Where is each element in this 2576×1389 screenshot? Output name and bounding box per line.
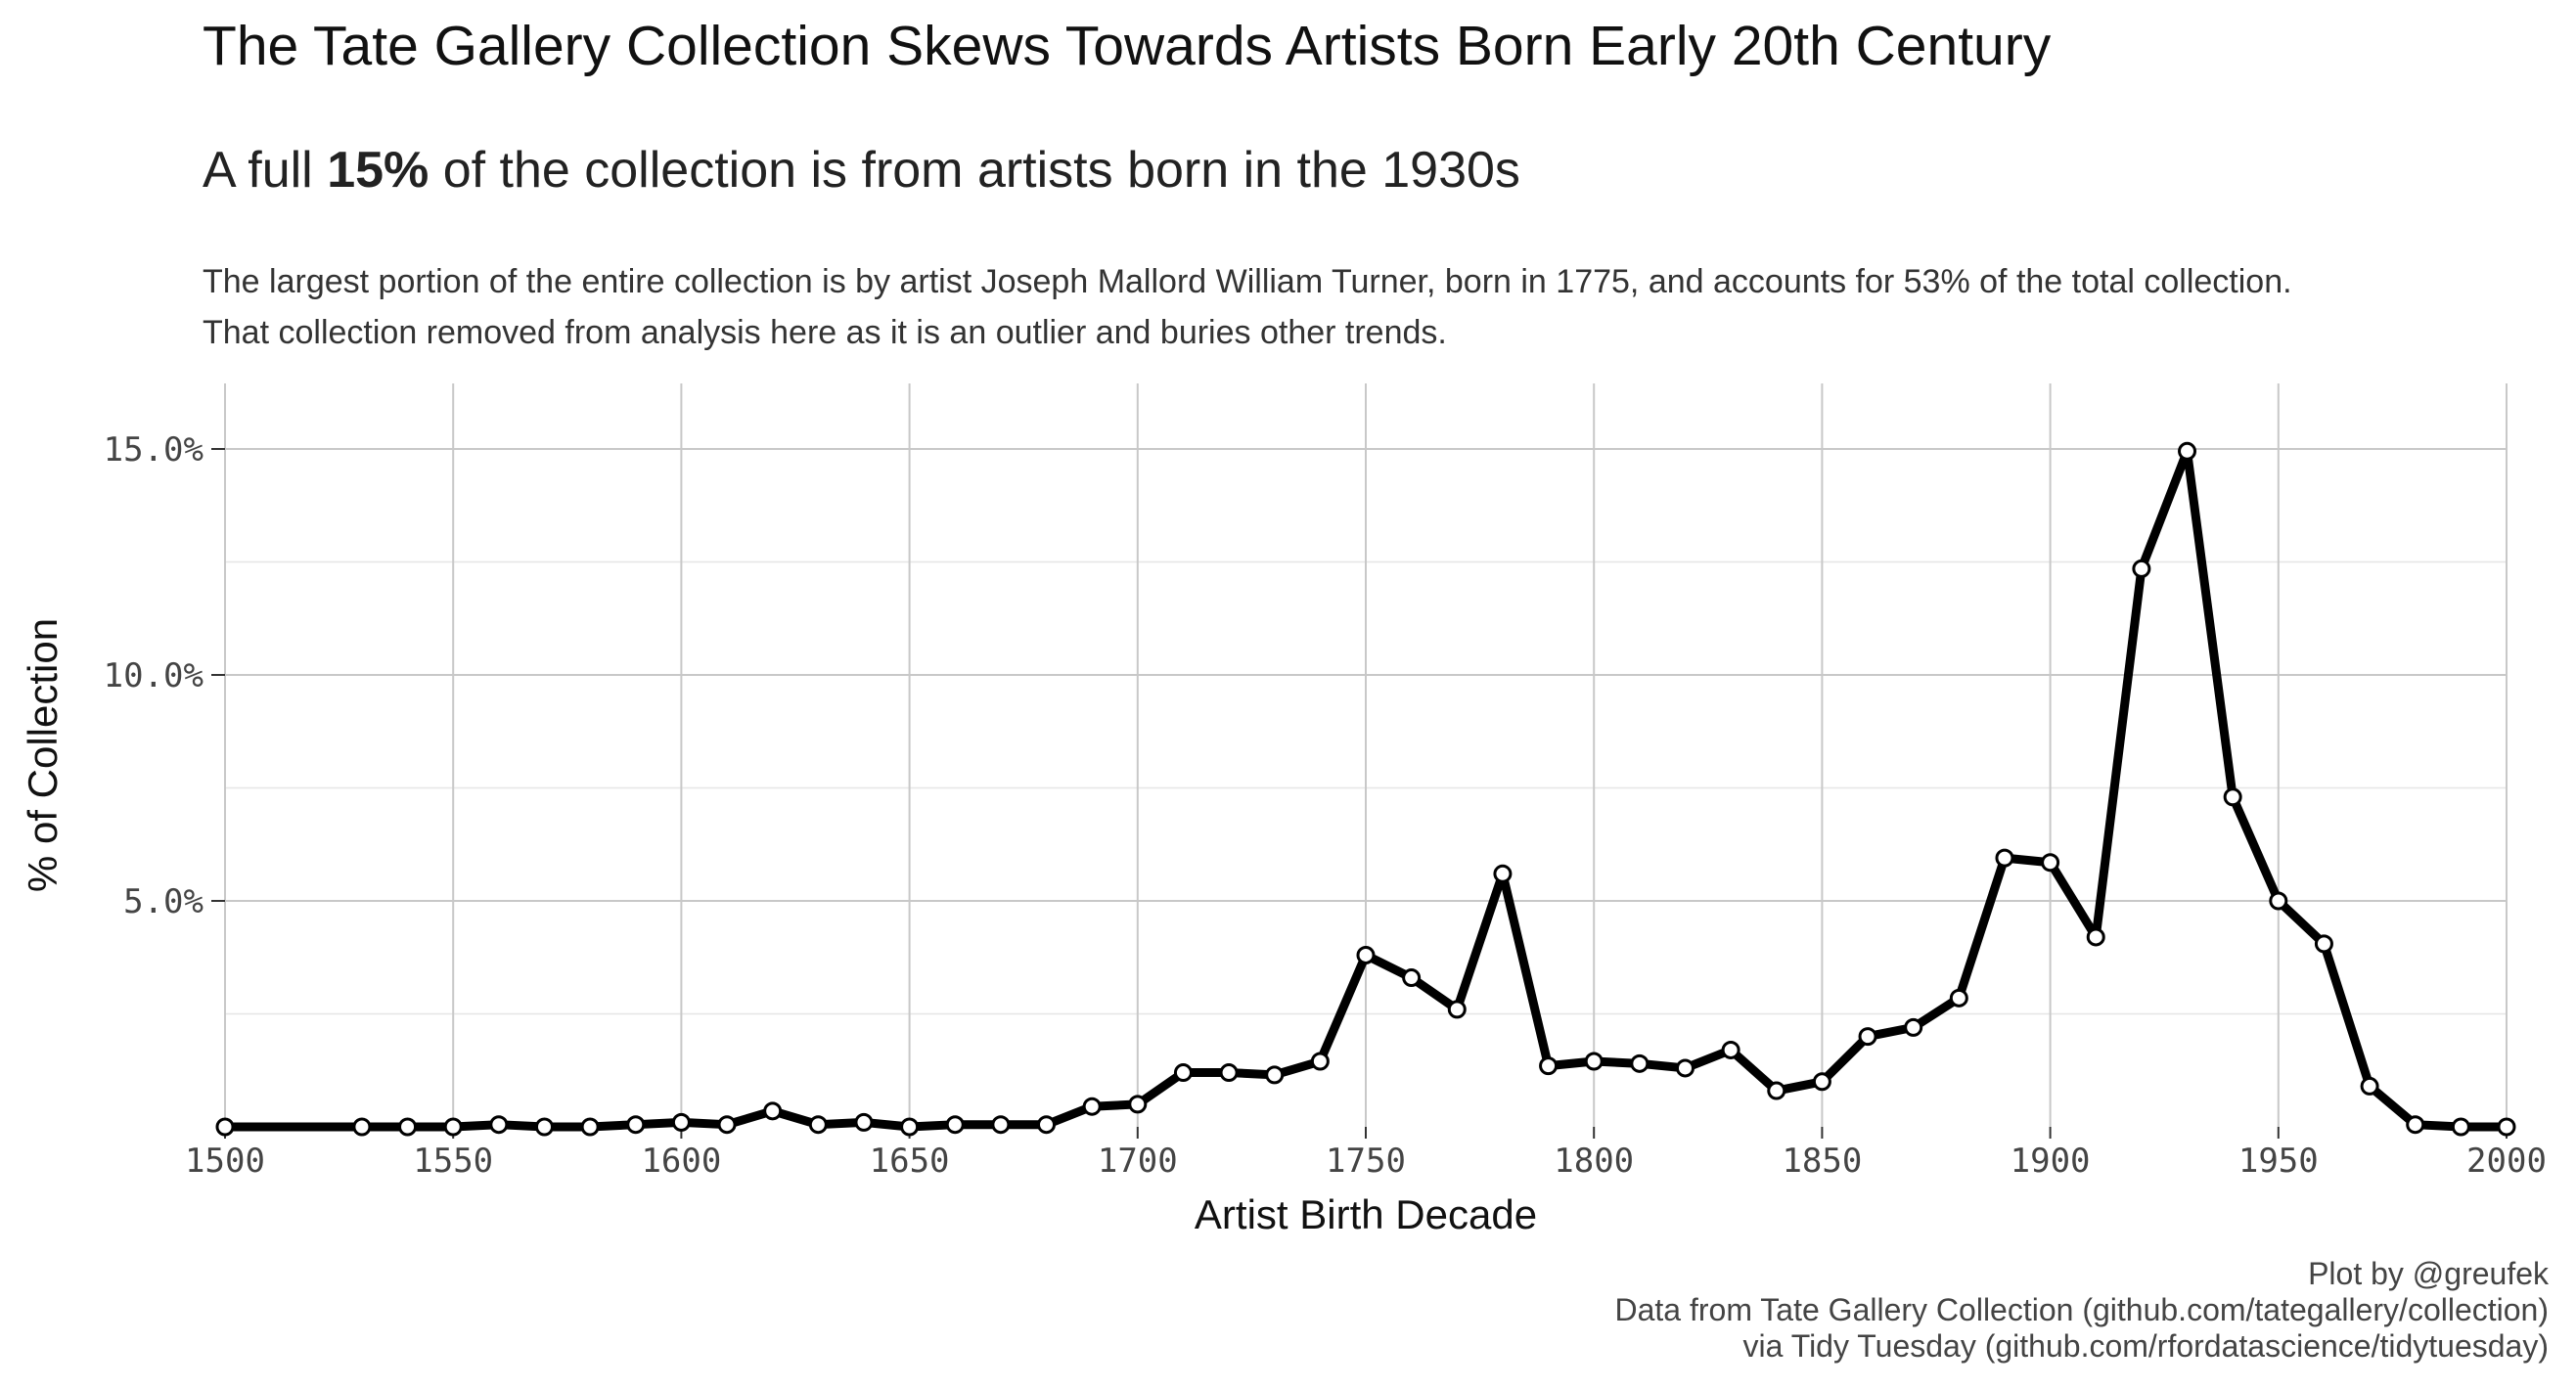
data-point — [2314, 934, 2333, 954]
data-point — [1356, 945, 1376, 964]
caption-via: via Tidy Tuesday (github.com/rfordatasci… — [1742, 1328, 2549, 1364]
data-point — [1995, 848, 2014, 868]
data-point — [626, 1115, 646, 1135]
data-point — [1128, 1095, 1148, 1114]
chart-description: The largest portion of the entire collec… — [203, 256, 2292, 358]
y-tick-label: 15.0% — [104, 430, 203, 470]
data-point — [1310, 1052, 1330, 1071]
data-point — [2086, 927, 2105, 947]
chart-subtitle: A full 15% of the collection is from art… — [203, 141, 1520, 200]
subtitle-highlight: 15% — [327, 142, 429, 199]
subtitle-post: of the collection is from artists born i… — [429, 142, 1520, 199]
data-point — [1949, 988, 1968, 1008]
x-tick-label: 1950 — [2238, 1142, 2319, 1181]
data-point — [352, 1117, 372, 1137]
x-axis-title: Artist Birth Decade — [1195, 1191, 1537, 1237]
y-tick-label: 10.0% — [104, 656, 203, 695]
data-point — [1402, 968, 1422, 988]
data-point — [945, 1115, 965, 1135]
data-point — [1584, 1052, 1604, 1071]
data-point — [534, 1117, 554, 1137]
grid — [224, 383, 2508, 1127]
data-point — [808, 1115, 828, 1135]
data-point — [2132, 559, 2151, 578]
x-tick-label: 2000 — [2466, 1142, 2547, 1181]
x-tick-label: 1850 — [1782, 1142, 1862, 1181]
series — [215, 441, 2516, 1137]
data-point — [763, 1101, 783, 1121]
data-point — [2223, 787, 2242, 807]
data-point — [2451, 1117, 2470, 1137]
data-point — [443, 1117, 463, 1137]
data-point — [1904, 1017, 1923, 1037]
x-tick-label: 1900 — [2011, 1142, 2091, 1181]
data-point — [2360, 1076, 2379, 1096]
data-point — [2406, 1115, 2425, 1135]
data-point — [580, 1117, 600, 1137]
data-point — [1539, 1056, 1559, 1076]
x-tick-label: 1650 — [870, 1142, 950, 1181]
chart-title: The Tate Gallery Collection Skews Toward… — [203, 15, 2052, 77]
data-point — [215, 1117, 235, 1137]
description-line-1: The largest portion of the entire collec… — [203, 263, 2292, 300]
data-point — [991, 1115, 1011, 1135]
data-point — [1219, 1063, 1239, 1083]
data-point — [398, 1117, 418, 1137]
x-tick-label: 1750 — [1326, 1142, 1406, 1181]
chart-caption: Plot by @greufek Data from Tate Gallery … — [1615, 1256, 2550, 1365]
x-tick-label: 1800 — [1554, 1142, 1634, 1181]
data-point — [2269, 891, 2288, 911]
data-point — [1858, 1027, 1877, 1047]
data-point — [1675, 1058, 1695, 1078]
data-point — [1173, 1063, 1193, 1083]
data-point — [1812, 1072, 1831, 1092]
data-point — [1630, 1053, 1650, 1073]
axes: 5.0% 10.0% 15.0% 1500 1550 1600 1650 1700 1750 18… — [104, 430, 2547, 1181]
data-point — [1265, 1065, 1285, 1085]
data-point — [2178, 441, 2197, 461]
caption-credit: Plot by @greufek — [2308, 1256, 2549, 1291]
x-tick-label: 1500 — [185, 1142, 265, 1181]
caption-data-source: Data from Tate Gallery Collection (githu… — [1614, 1292, 2550, 1327]
y-tick-label: 5.0% — [123, 882, 203, 921]
subtitle-pre: A full — [203, 142, 328, 199]
data-point — [2497, 1117, 2516, 1137]
y-axis-title: % of Collection — [20, 618, 66, 892]
x-tick-label: 1700 — [1098, 1142, 1178, 1181]
data-point — [1721, 1040, 1740, 1059]
data-point — [671, 1112, 691, 1132]
data-point — [489, 1115, 509, 1135]
data-point — [1493, 864, 1513, 883]
x-tick-label: 1550 — [413, 1142, 493, 1181]
data-point — [717, 1115, 737, 1135]
data-point — [1447, 1000, 1467, 1019]
data-point — [854, 1112, 874, 1132]
data-point — [1082, 1097, 1102, 1116]
data-point — [1037, 1115, 1057, 1135]
description-line-2: That collection removed from analysis he… — [203, 314, 1447, 351]
x-tick-label: 1600 — [641, 1142, 721, 1181]
data-point — [900, 1117, 920, 1137]
data-point — [2041, 853, 2060, 873]
data-point — [1767, 1081, 1786, 1100]
